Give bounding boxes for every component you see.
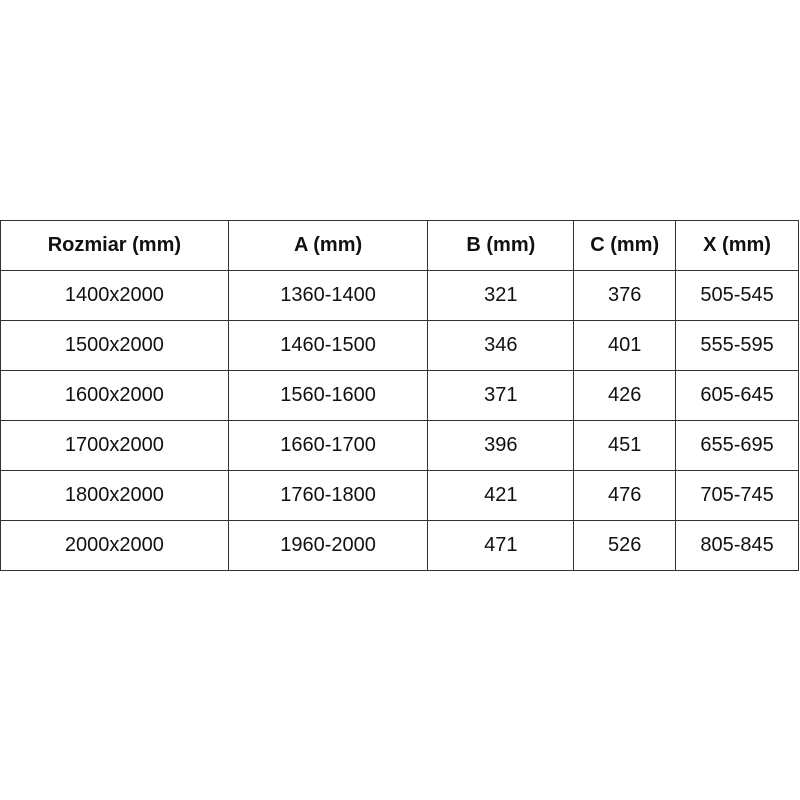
table-row: 1400x2000 1360-1400 321 376 505-545 [0, 270, 799, 321]
table-cell: 655-695 [675, 420, 799, 471]
table-cell: 1460-1500 [227, 320, 429, 371]
table-row: 1600x2000 1560-1600 371 426 605-645 [0, 370, 799, 421]
table-cell: 1760-1800 [227, 470, 429, 521]
table-cell: 705-745 [675, 470, 799, 521]
table-cell: 476 [573, 470, 677, 521]
table-cell: 346 [427, 320, 575, 371]
table-cell: 1600x2000 [0, 370, 229, 421]
table-cell: 321 [427, 270, 575, 321]
table-cell: 526 [573, 520, 677, 571]
table-cell: 2000x2000 [0, 520, 229, 571]
column-header: Rozmiar (mm) [0, 220, 229, 271]
table-cell: 1500x2000 [0, 320, 229, 371]
table-cell: 1360-1400 [227, 270, 429, 321]
table-cell: 401 [573, 320, 677, 371]
header-row: Rozmiar (mm) A (mm) B (mm) C (mm) X (mm) [0, 220, 799, 271]
dimensions-table: Rozmiar (mm) A (mm) B (mm) C (mm) X (mm) 140… [0, 220, 799, 571]
column-header: B (mm) [427, 220, 575, 271]
table-row: 2000x2000 1960-2000 471 526 805-845 [0, 520, 799, 571]
column-header: A (mm) [227, 220, 429, 271]
table-cell: 396 [427, 420, 575, 471]
table-cell: 1700x2000 [0, 420, 229, 471]
table-row: 1700x2000 1660-1700 396 451 655-695 [0, 420, 799, 471]
table-cell: 471 [427, 520, 575, 571]
table-cell: 1400x2000 [0, 270, 229, 321]
column-header: C (mm) [573, 220, 677, 271]
table-cell: 555-595 [675, 320, 799, 371]
table-cell: 605-645 [675, 370, 799, 421]
column-header: X (mm) [675, 220, 799, 271]
table-cell: 505-545 [675, 270, 799, 321]
table-cell: 1800x2000 [0, 470, 229, 521]
table-cell: 805-845 [675, 520, 799, 571]
table-cell: 421 [427, 470, 575, 521]
table-row: 1800x2000 1760-1800 421 476 705-745 [0, 470, 799, 521]
table-row: 1500x2000 1460-1500 346 401 555-595 [0, 320, 799, 371]
table-cell: 1960-2000 [227, 520, 429, 571]
table-cell: 1560-1600 [227, 370, 429, 421]
table-cell: 451 [573, 420, 677, 471]
table-cell: 376 [573, 270, 677, 321]
table-cell: 1660-1700 [227, 420, 429, 471]
table-cell: 371 [427, 370, 575, 421]
table-cell: 426 [573, 370, 677, 421]
